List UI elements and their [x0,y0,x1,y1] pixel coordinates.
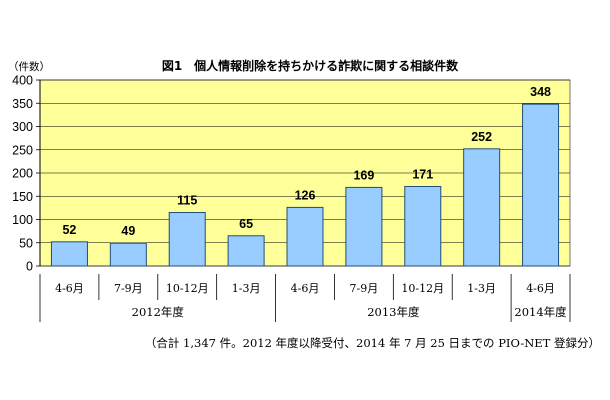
y-axis: 0 50 100 150 200 250 300 350 400 [12,74,41,274]
data-label: 169 [353,168,374,182]
y-tick-label: 0 [26,260,33,274]
data-label: 126 [295,188,316,202]
bar [463,148,501,267]
category-label: 7-9月 [350,282,379,295]
y-tick-label: 300 [12,120,33,134]
bar [404,185,442,267]
y-axis-unit-label: （件数） [8,60,50,73]
group-label: 2013年度 [367,305,420,319]
bar [345,186,383,267]
bar [522,103,560,267]
data-label: 252 [471,130,492,144]
y-tick-label: 350 [12,97,33,111]
category-label: 1-3月 [467,282,496,295]
y-tick-label: 250 [12,143,33,157]
data-label: 115 [177,194,197,208]
category-label: 4-6月 [526,282,555,295]
category-label: 7-9月 [114,282,143,295]
category-label: 10-12月 [166,282,209,295]
y-tick-label: 400 [12,74,33,88]
x-axis-categories: 4-6月 7-9月 10-12月 1-3月 4-6月 7-9月 10-12月 1-3月 4-6月… [39,274,571,322]
y-tick-label: 150 [12,190,33,204]
footnote: （合計 1,347 件。2012 年度以降受付、2014 年 7 月 25 日ま… [145,336,600,350]
category-label: 4-6月 [291,282,320,295]
chart-title: 図1 個人情報削除を持ちかける詐欺に関する相談件数 [162,58,459,73]
y-tick-label: 100 [12,213,33,227]
data-label: 65 [239,217,253,231]
category-label: 10-12月 [401,282,444,295]
y-tick-label: 50 [19,236,33,250]
data-label: 171 [412,167,433,181]
bars: 52 49 115 65 126 169 171 252 348 [50,85,560,267]
y-tick-label: 200 [12,167,33,181]
data-label: 52 [62,223,76,237]
bar [109,242,147,267]
bar [286,206,324,267]
group-label: 2012年度 [132,305,185,319]
data-label: 348 [530,85,551,99]
bar [168,212,206,267]
category-label: 1-3月 [232,282,261,295]
group-label: 2014年度 [514,305,567,319]
data-label: 49 [121,224,135,238]
bar [50,241,88,267]
category-label: 4-6月 [55,282,84,295]
bar [227,235,265,267]
